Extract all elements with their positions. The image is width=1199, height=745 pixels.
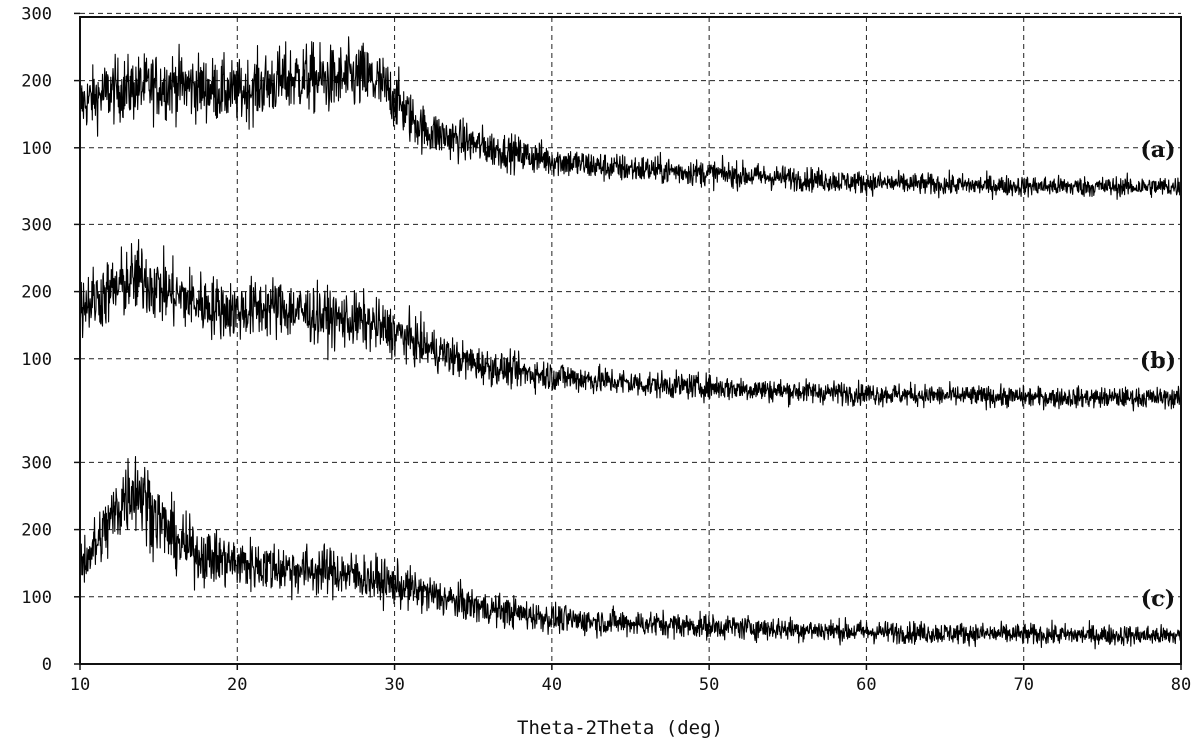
x-tick-label-30: 30 [384, 675, 404, 695]
panel-0-series-0-trace [79, 36, 1182, 201]
panel-2-series-0-trace [79, 456, 1182, 650]
panel-1-y-tick-label-100: 100 [21, 350, 52, 370]
frame-layer [74, 12, 1182, 670]
panel-2-y-tick-label-100: 100 [21, 588, 52, 608]
panel-label-0: (a) [1140, 137, 1175, 163]
panel-1-y-tick-label-200: 200 [21, 283, 52, 303]
x-tick-label-40: 40 [542, 675, 562, 695]
grid-layer [80, 12, 1181, 664]
x-tick-label-50: 50 [699, 675, 719, 695]
panel-label-2: (c) [1141, 586, 1175, 612]
plot-frame [79, 16, 1182, 665]
label-layer: 10 20 30 40 50 60 70 80 100 200 300 (a) 100 200 300 (b)… [21, 4, 1191, 695]
x-tick-label-70: 70 [1013, 675, 1033, 695]
x-tick-label-10: 10 [70, 675, 90, 695]
x-tick-label-60: 60 [856, 675, 876, 695]
panel-0-y-tick-label-300: 300 [21, 4, 52, 24]
panel-0-y-tick-label-100: 100 [21, 139, 52, 159]
x-tick-label-20: 20 [227, 675, 247, 695]
panel-0-y-tick-label-200: 200 [21, 72, 52, 92]
panel-2-y-tick-label-300: 300 [21, 453, 52, 473]
panel-1-y-tick-label-300: 300 [21, 215, 52, 235]
panel-label-1: (b) [1140, 348, 1176, 374]
x-tick-label-80: 80 [1171, 675, 1191, 695]
panel-1-series-0-trace [79, 239, 1182, 412]
panel-2-y-tick-label-200: 200 [21, 521, 52, 541]
panel-2-y-tick-label-0: 0 [42, 655, 52, 675]
x-axis-title: Theta-2Theta (deg) [517, 717, 723, 739]
trace-layer [79, 36, 1182, 650]
